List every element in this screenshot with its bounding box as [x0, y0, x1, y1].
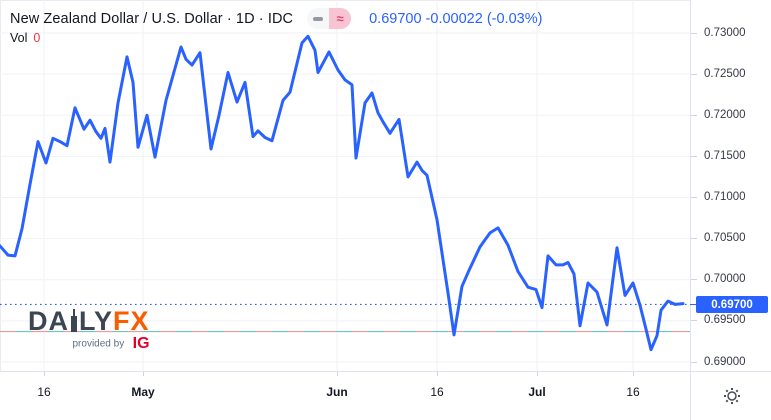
y-axis-label: 0.71000: [704, 191, 746, 203]
provided-by-text: provided by: [72, 338, 125, 350]
x-axis-tick: [633, 372, 634, 376]
x-axis-tick: [337, 372, 338, 376]
approx-toggle-icon[interactable]: ≈: [329, 8, 352, 29]
y-axis-label: 0.70000: [704, 273, 746, 285]
x-axis-label: 16: [37, 385, 51, 399]
y-axis-label: 0.72500: [704, 68, 746, 80]
y-axis-tick: [691, 279, 697, 280]
y-axis-tick: [691, 320, 697, 321]
x-axis-label: May: [131, 385, 155, 399]
y-axis-label: 0.72000: [704, 109, 746, 121]
x-axis-tick: [437, 372, 438, 376]
symbol-title[interactable]: New Zealand Dollar / U.S. Dollar · 1D · …: [10, 10, 294, 27]
x-axis-label: Jun: [326, 385, 348, 399]
volume-row: Vol 0: [10, 31, 40, 45]
axis-corner: [690, 371, 771, 420]
dash-toggle-icon[interactable]: [307, 8, 330, 29]
y-axis-label: 0.71500: [704, 150, 746, 162]
dailyfx-logo: DA LY FX: [28, 306, 150, 336]
last-price-badge: 0.69700: [696, 296, 768, 313]
price-line-series: [0, 34, 685, 352]
y-axis-tick: [691, 74, 697, 75]
volume-value: 0: [33, 31, 41, 45]
y-axis-tick: [691, 33, 697, 34]
y-axis-tick: [691, 197, 697, 198]
y-axis-label: 0.73000: [704, 27, 746, 39]
dailyfx-watermark: DA LY FX provided by IG: [28, 306, 150, 353]
time-axis[interactable]: 16 May Jun 16 Jul 16: [0, 371, 771, 420]
price-axis[interactable]: 0.73000 0.72500 0.72000 0.71500 0.71000 0.705…: [690, 0, 771, 371]
y-axis-tick: [691, 115, 697, 116]
y-axis-label: 0.69500: [704, 314, 746, 326]
volume-label[interactable]: Vol: [10, 31, 28, 45]
y-axis-tick: [691, 362, 697, 363]
brightness-sun-icon[interactable]: [723, 387, 741, 405]
series-toggle-pill[interactable]: ≈: [307, 8, 352, 29]
price-badge-tick: [690, 304, 696, 305]
y-axis-tick: [691, 238, 697, 239]
symbol-header: New Zealand Dollar / U.S. Dollar · 1D · …: [10, 8, 542, 29]
x-axis-tick: [537, 372, 538, 376]
x-axis-label: 16: [626, 385, 640, 399]
x-axis-label: Jul: [528, 385, 546, 399]
y-axis-label: 0.69000: [704, 356, 746, 368]
candlestick-icon: [71, 309, 77, 332]
price-chart-canvas[interactable]: [0, 0, 690, 371]
x-axis-tick: [143, 372, 144, 376]
y-axis-label: 0.70500: [704, 232, 746, 244]
x-axis-tick: [44, 372, 45, 376]
x-axis-label: 16: [430, 385, 444, 399]
y-axis-tick: [691, 156, 697, 157]
ig-logo: IG: [132, 335, 150, 352]
last-quote-text: 0.69700 -0.00022 (-0.03%): [369, 10, 543, 27]
